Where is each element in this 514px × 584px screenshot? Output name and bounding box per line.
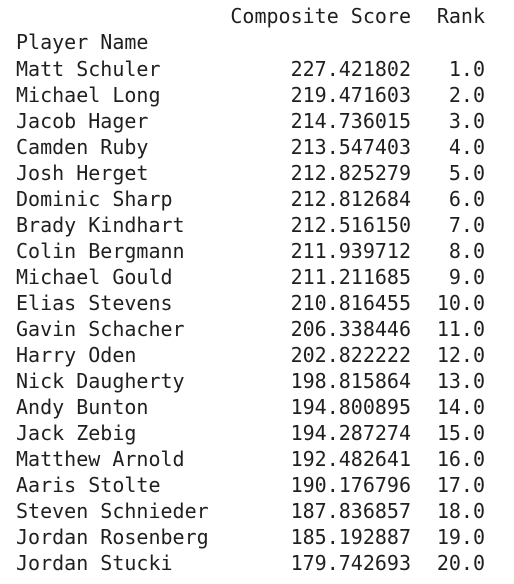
rank-cell: 7.0: [448, 213, 485, 237]
composite-score-cell: 211.939712: [290, 239, 411, 263]
composite-score-cell: 219.471603: [290, 83, 411, 107]
rank-cell: 18.0: [436, 499, 485, 523]
player-name-cell: Josh Herget: [16, 161, 149, 185]
table-row: Steven Schnieder 187.836857 18.0: [0, 498, 514, 524]
composite-score-cell: 187.836857: [290, 499, 411, 523]
player-name-cell: Jack Zebig: [16, 421, 137, 445]
table-row: Colin Bergmann 211.939712 8.0: [0, 238, 514, 264]
table-row: Michael Gould 211.211685 9.0: [0, 264, 514, 290]
rank-cell: 20.0: [436, 551, 485, 575]
player-name-cell: Matthew Arnold: [16, 447, 185, 471]
composite-score-cell: 179.742693: [290, 551, 411, 575]
table-row: Matthew Arnold 192.482641 16.0: [0, 446, 514, 472]
player-name-cell: Jacob Hager: [16, 109, 149, 133]
player-name-cell: Nick Daugherty: [16, 369, 185, 393]
table-row: Nick Daugherty 198.815864 13.0: [0, 368, 514, 394]
rank-cell: 16.0: [436, 447, 485, 471]
composite-score-cell: 194.800895: [290, 395, 411, 419]
composite-score-cell: 185.192887: [290, 525, 411, 549]
rank-cell: 9.0: [448, 265, 485, 289]
rank-cell: 10.0: [436, 291, 485, 315]
table-row: Gavin Schacher 206.338446 11.0: [0, 316, 514, 342]
player-name-cell: Michael Gould: [16, 265, 173, 289]
composite-score-cell: 194.287274: [290, 421, 411, 445]
table-row: Jack Zebig 194.287274 15.0: [0, 420, 514, 446]
player-name-cell: Harry Oden: [16, 343, 137, 367]
rank-cell: 4.0: [448, 135, 485, 159]
player-name-cell: Aaris Stolte: [16, 473, 161, 497]
composite-score-cell: 190.176796: [290, 473, 411, 497]
composite-score-cell: 206.338446: [290, 317, 411, 341]
player-name-cell: Matt Schuler: [16, 57, 161, 81]
player-name-cell: Andy Bunton: [16, 395, 149, 419]
composite-score-cell: 202.822222: [290, 343, 411, 367]
player-name-cell: Jordan Rosenberg: [16, 525, 209, 549]
composite-score-cell: 212.812684: [290, 187, 411, 211]
composite-score-cell: 210.816455: [290, 291, 411, 315]
rank-cell: 8.0: [448, 239, 485, 263]
rank-cell: 17.0: [436, 473, 485, 497]
rank-cell: 2.0: [448, 83, 485, 107]
rank-cell: 14.0: [436, 395, 485, 419]
rank-cell: 11.0: [436, 317, 485, 341]
player-name-cell: Jordan Stucki: [16, 551, 173, 575]
composite-score-cell: 198.815864: [290, 369, 411, 393]
rank-cell: 12.0: [436, 343, 485, 367]
table-row: Camden Ruby 213.547403 4.0: [0, 134, 514, 160]
player-name-cell: Elias Stevens: [16, 291, 173, 315]
table-row: Dominic Sharp 212.812684 6.0: [0, 186, 514, 212]
player-name-cell: Michael Long: [16, 83, 161, 107]
table-row: Michael Long 219.471603 2.0: [0, 82, 514, 108]
player-name-cell: Steven Schnieder: [16, 499, 209, 523]
player-name-cell: Gavin Schacher: [16, 317, 185, 341]
rank-cell: 3.0: [448, 109, 485, 133]
table-row: Jacob Hager 214.736015 3.0: [0, 108, 514, 134]
rank-cell: 1.0: [448, 57, 485, 81]
composite-score-cell: 212.516150: [290, 213, 411, 237]
player-name-cell: Colin Bergmann: [16, 239, 185, 263]
rank-cell: 13.0: [436, 369, 485, 393]
composite-score-cell: 212.825279: [290, 161, 411, 185]
rank-cell: 15.0: [436, 421, 485, 445]
table-row: Jordan Stucki 179.742693 20.0: [0, 550, 514, 576]
table-row: Andy Bunton 194.800895 14.0: [0, 394, 514, 420]
rank-cell: 6.0: [448, 187, 485, 211]
table-row: Aaris Stolte 190.176796 17.0: [0, 472, 514, 498]
column-header-row: Composite Score Rank: [0, 4, 514, 28]
player-name-cell: Dominic Sharp: [16, 187, 173, 211]
column-header-composite-score: Composite Score: [230, 4, 411, 28]
composite-score-cell: 214.736015: [290, 109, 411, 133]
composite-score-cell: 211.211685: [290, 265, 411, 289]
rank-cell: 5.0: [448, 161, 485, 185]
table-row: Brady Kindhart 212.516150 7.0: [0, 212, 514, 238]
table-row: Jordan Rosenberg 185.192887 19.0: [0, 524, 514, 550]
player-name-cell: Camden Ruby: [16, 135, 149, 159]
table-body: Matt Schuler 227.421802 1.0 Michael Long 219…: [0, 56, 514, 576]
column-header-rank: Rank: [436, 4, 485, 28]
table-row: Matt Schuler 227.421802 1.0: [0, 56, 514, 82]
index-name-header: Player Name: [16, 30, 149, 54]
player-name-cell: Brady Kindhart: [16, 213, 185, 237]
composite-score-cell: 227.421802: [290, 57, 411, 81]
table-row: Harry Oden 202.822222 12.0: [0, 342, 514, 368]
composite-score-cell: 192.482641: [290, 447, 411, 471]
table-row: Elias Stevens 210.816455 10.0: [0, 290, 514, 316]
composite-score-cell: 213.547403: [290, 135, 411, 159]
rank-cell: 19.0: [436, 525, 485, 549]
table-row: Josh Herget 212.825279 5.0: [0, 160, 514, 186]
